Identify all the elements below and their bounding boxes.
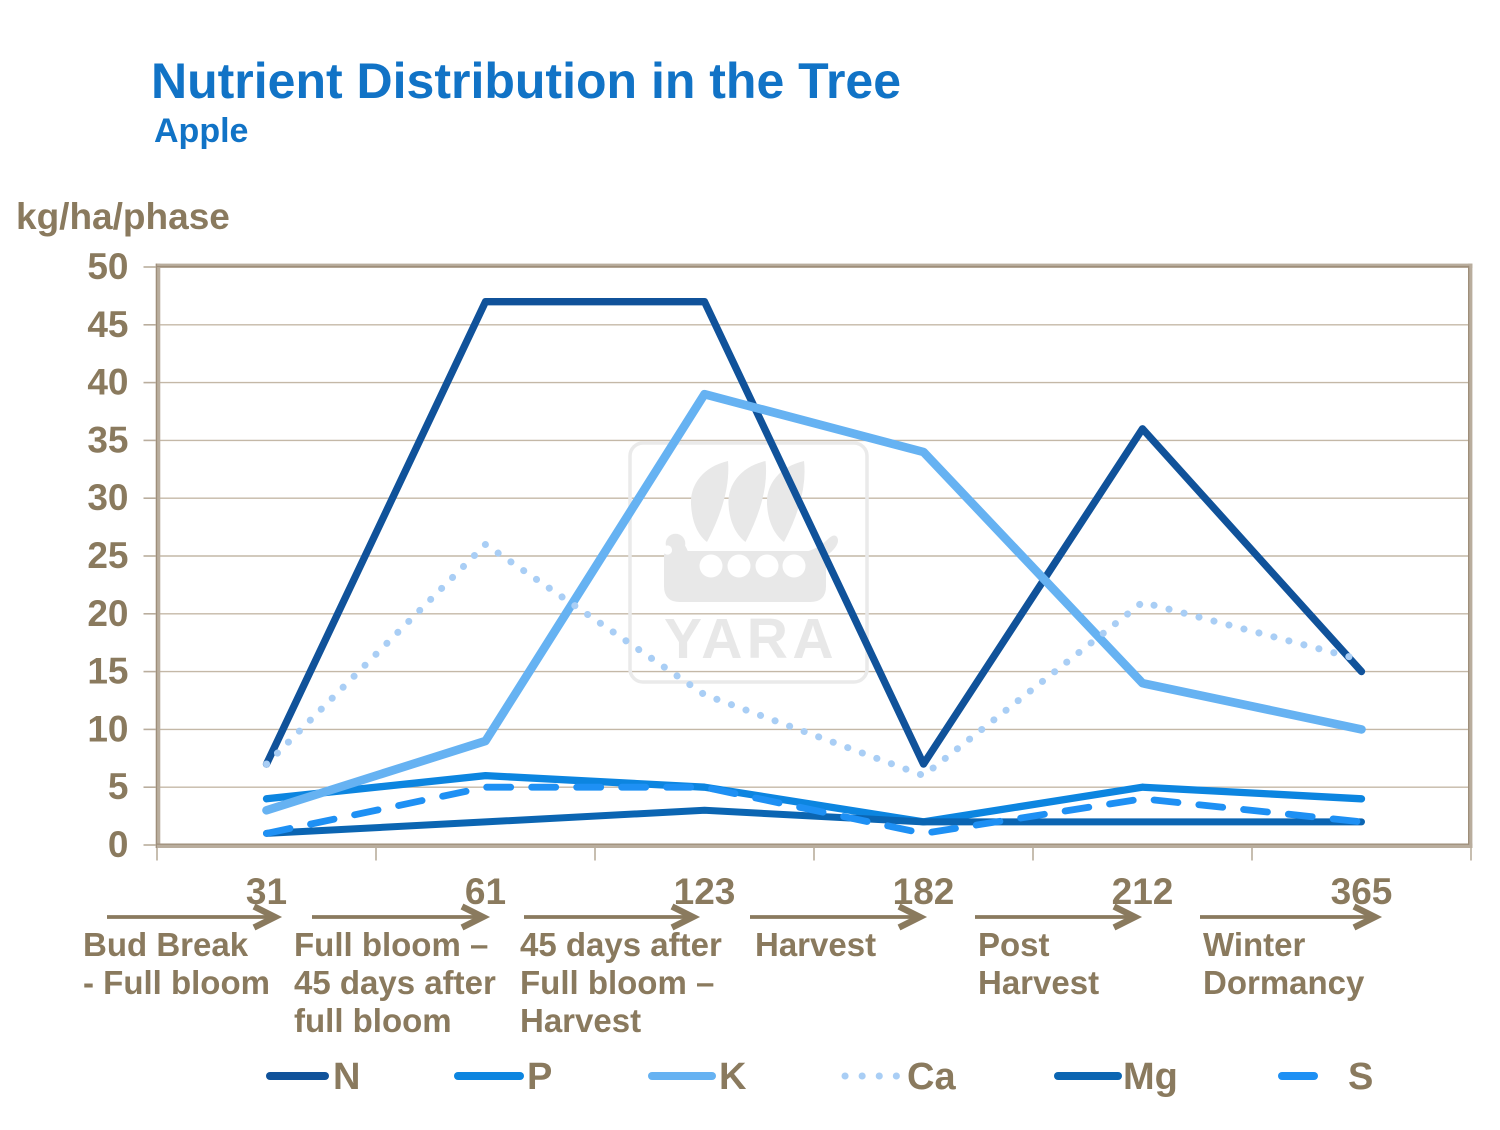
svg-text:YARA: YARA — [664, 607, 838, 671]
svg-text:K: K — [719, 1056, 747, 1098]
svg-text:P: P — [527, 1056, 552, 1098]
svg-text:full bloom: full bloom — [294, 1002, 452, 1039]
svg-text:Bud Break: Bud Break — [83, 926, 249, 963]
svg-text:40: 40 — [87, 362, 128, 403]
svg-text:0: 0 — [108, 824, 129, 865]
svg-text:Apple: Apple — [154, 112, 248, 150]
svg-text:61: 61 — [465, 871, 506, 912]
svg-text:35: 35 — [87, 419, 128, 460]
svg-text:45 days after: 45 days after — [294, 964, 496, 1001]
svg-text:Ca: Ca — [907, 1056, 956, 1098]
svg-text:S: S — [1348, 1056, 1373, 1098]
svg-text:31: 31 — [246, 871, 287, 912]
svg-text:Dormancy: Dormancy — [1203, 964, 1365, 1001]
svg-text:25: 25 — [87, 535, 128, 576]
svg-text:Winter: Winter — [1203, 926, 1306, 963]
svg-text:5: 5 — [108, 766, 129, 807]
svg-text:10: 10 — [87, 708, 128, 749]
svg-text:kg/ha/phase: kg/ha/phase — [16, 196, 230, 237]
svg-text:15: 15 — [87, 651, 128, 692]
svg-text:N: N — [333, 1056, 360, 1098]
svg-text:Mg: Mg — [1123, 1056, 1178, 1098]
svg-text:30: 30 — [87, 477, 128, 518]
svg-text:50: 50 — [87, 246, 128, 287]
svg-text:20: 20 — [87, 593, 128, 634]
svg-text:Full bloom –: Full bloom – — [520, 964, 714, 1001]
svg-text:- Full bloom: - Full bloom — [83, 964, 270, 1001]
svg-text:Full bloom –: Full bloom – — [294, 926, 488, 963]
svg-text:45: 45 — [87, 304, 128, 345]
svg-text:Harvest: Harvest — [978, 964, 1099, 1001]
svg-text:123: 123 — [674, 871, 736, 912]
svg-text:Harvest: Harvest — [755, 926, 876, 963]
svg-text:Post: Post — [978, 926, 1050, 963]
svg-text:45 days after: 45 days after — [520, 926, 722, 963]
svg-text:365: 365 — [1331, 871, 1393, 912]
svg-text:212: 212 — [1112, 871, 1174, 912]
svg-text:Harvest: Harvest — [520, 1002, 641, 1039]
svg-text:Nutrient Distribution in the T: Nutrient Distribution in the Tree — [151, 53, 901, 109]
